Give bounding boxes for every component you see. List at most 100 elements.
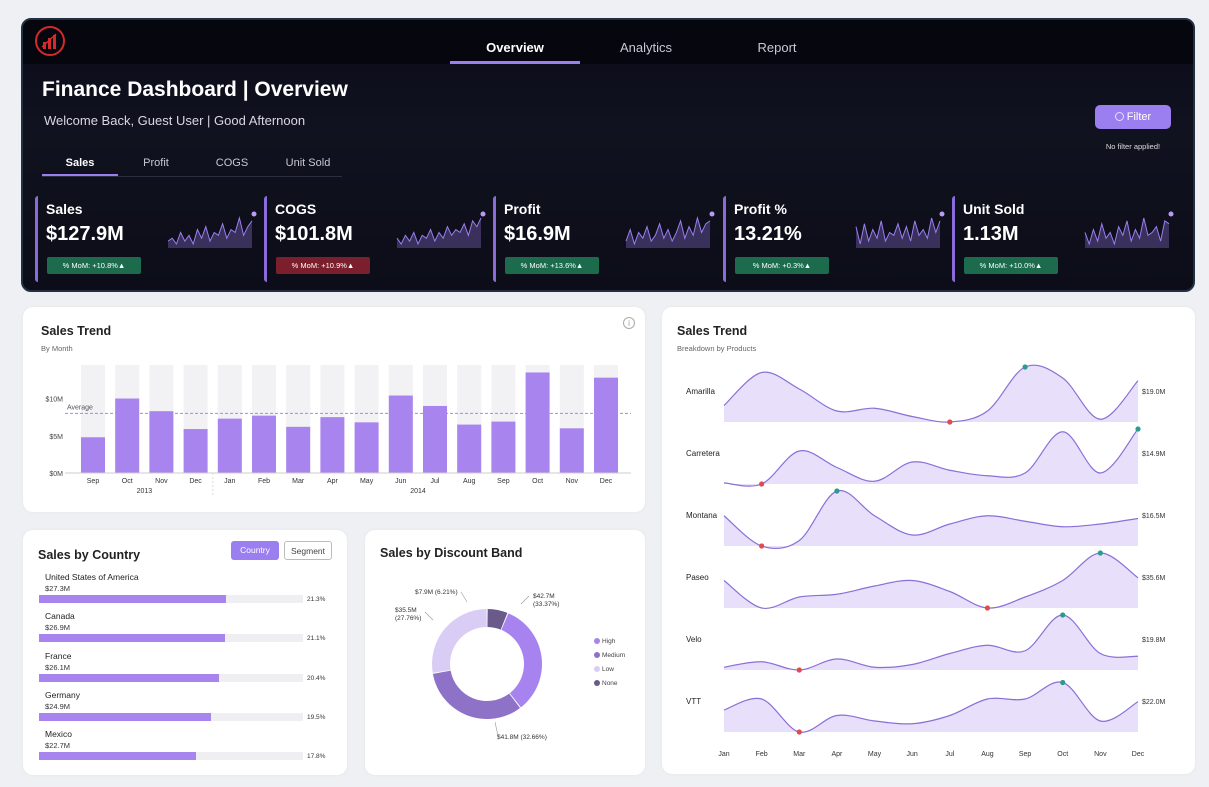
country-bar-track	[39, 634, 303, 643]
x-tick-label: Apr	[327, 478, 339, 485]
kpi-mom-badge: % MoM: +0.3%▲	[735, 257, 829, 274]
kpi-mom-badge: % MoM: +13.6%▲	[505, 257, 599, 274]
country-name: Germany	[45, 689, 80, 700]
kpi-sparkline	[167, 211, 257, 248]
subtab-profit[interactable]: Profit	[143, 157, 169, 169]
metric-subtabs: Sales Profit COGS Unit Sold	[42, 157, 342, 177]
country-percent: 21.1%	[307, 635, 326, 643]
sparkline-end-dot	[251, 211, 257, 217]
country-name: Mexico	[45, 729, 72, 740]
country-percent: 17.8%	[307, 753, 326, 761]
kpi-label: Unit Sold	[963, 201, 1025, 217]
country-name: United States of America	[45, 572, 139, 582]
max-dot	[1060, 612, 1066, 618]
sales-bar	[320, 417, 345, 473]
year-label: 2014	[410, 488, 426, 495]
kpi-label: Profit %	[734, 201, 787, 217]
month-label: Dec	[1132, 751, 1145, 758]
subtab-sales[interactable]: Sales	[65, 157, 95, 169]
kpi-card-unit-sold[interactable]: Unit Sold 1.13M % MoM: +10.0%▲	[952, 196, 1174, 282]
nav-tab-analytics[interactable]: Analytics	[619, 40, 673, 55]
finance-logo-icon[interactable]	[35, 26, 65, 56]
product-name: Carretera	[686, 449, 720, 458]
product-total: $14.9M	[1142, 451, 1166, 458]
legend-label: High	[602, 638, 616, 645]
legend-label: Low	[602, 666, 614, 673]
product-area	[724, 429, 1138, 487]
sales-by-country-title: Sales by Country	[38, 548, 141, 562]
product-total: $19.8M	[1142, 637, 1166, 644]
country-value: $27.3M	[45, 584, 71, 593]
country-bar-track	[39, 673, 303, 682]
welcome-text: Welcome Back, Guest User | Good Afternoo…	[44, 113, 306, 128]
country-bar[interactable]	[39, 712, 211, 721]
country-bar[interactable]	[39, 752, 196, 761]
filter-button[interactable]: Filter	[1095, 105, 1171, 129]
x-tick-label: Aug	[463, 478, 476, 485]
sales-bar	[388, 395, 413, 473]
subtab-unit-sold[interactable]: Unit Sold	[285, 157, 331, 169]
country-toggle-button[interactable]: Country	[231, 541, 279, 560]
product-total: $35.6M	[1142, 575, 1166, 582]
country-bar[interactable]	[39, 634, 225, 643]
product-area	[724, 681, 1138, 733]
product-area	[724, 614, 1138, 671]
sales-bar	[594, 377, 618, 473]
x-tick-label: Jul	[431, 478, 440, 485]
product-area	[724, 490, 1138, 549]
filter-button-label: Filter	[1126, 111, 1152, 123]
product-line	[723, 681, 1139, 733]
kpi-card-sales[interactable]: Sales $127.9M % MoM: +10.8%▲	[35, 196, 257, 282]
sales-bar	[81, 437, 105, 473]
month-label: Feb	[756, 751, 768, 758]
kpi-value: 13.21%	[734, 223, 802, 245]
kpi-card-profit-[interactable]: Profit % 13.21% % MoM: +0.3%▲	[723, 196, 945, 282]
kpi-value: 1.13M	[963, 223, 1019, 245]
nav-tab-overview[interactable]: Overview	[486, 40, 544, 55]
subtab-cogs[interactable]: COGS	[215, 157, 249, 169]
month-label: Nov	[1094, 751, 1107, 758]
sales-by-country-card: Sales by Country Country Segment United …	[23, 530, 347, 775]
country-value: $22.7M	[45, 741, 71, 751]
donut-leader-line	[494, 721, 499, 737]
kpi-card-profit[interactable]: Profit $16.9M % MoM: +13.6%▲	[493, 196, 715, 282]
x-tick-label: Oct	[122, 478, 133, 485]
x-tick-label: Oct	[532, 478, 543, 485]
sparkline-line	[167, 216, 253, 246]
segment-toggle-button[interactable]: Segment	[284, 541, 332, 560]
legend-label: Medium	[602, 652, 625, 659]
page-title: Finance Dashboard | Overview	[42, 78, 348, 101]
sales-bar	[354, 422, 379, 473]
filter-icon	[1114, 112, 1124, 121]
top-nav-bar	[23, 20, 1193, 64]
month-label: Aug	[981, 751, 994, 758]
min-dot	[759, 543, 765, 549]
country-bar[interactable]	[39, 595, 227, 603]
x-tick-label: Sep	[87, 478, 100, 485]
country-percent: 21.3%	[307, 596, 326, 603]
sales-trend-bar-chart: $0M $5M $10M Sep Oct Nov Dec Jan Feb Mar Apr May Jun…	[45, 365, 631, 497]
kpi-sparkline	[1084, 211, 1174, 248]
product-name: Montana	[686, 511, 718, 520]
month-label: Oct	[1057, 751, 1068, 758]
product-name: Amarilla	[686, 387, 715, 396]
x-tick-label: Feb	[258, 478, 270, 485]
dashboard-header: Overview Analytics Report Finance Dashbo…	[21, 18, 1195, 292]
month-label: Sep	[1019, 751, 1032, 758]
min-dot	[984, 605, 991, 611]
x-tick-label: Nov	[155, 478, 168, 485]
average-label: Average	[67, 404, 93, 411]
nav-tab-report[interactable]: Report	[757, 40, 797, 55]
country-name: Canada	[45, 611, 75, 622]
legend-label: None	[602, 680, 618, 687]
country-value: $26.9M	[45, 623, 71, 633]
country-value: $26.1M	[45, 662, 71, 672]
product-total: $22.0M	[1142, 699, 1166, 706]
kpi-card-cogs[interactable]: COGS $101.8M % MoM: +10.9%▲	[264, 196, 486, 282]
country-bar[interactable]	[39, 673, 219, 682]
sparkline-line	[1084, 217, 1170, 246]
x-tick-label: Mar	[292, 478, 305, 485]
product-area	[724, 365, 1138, 423]
info-icon[interactable]: i	[623, 317, 635, 329]
filter-status: No filter applied!	[1105, 142, 1161, 151]
